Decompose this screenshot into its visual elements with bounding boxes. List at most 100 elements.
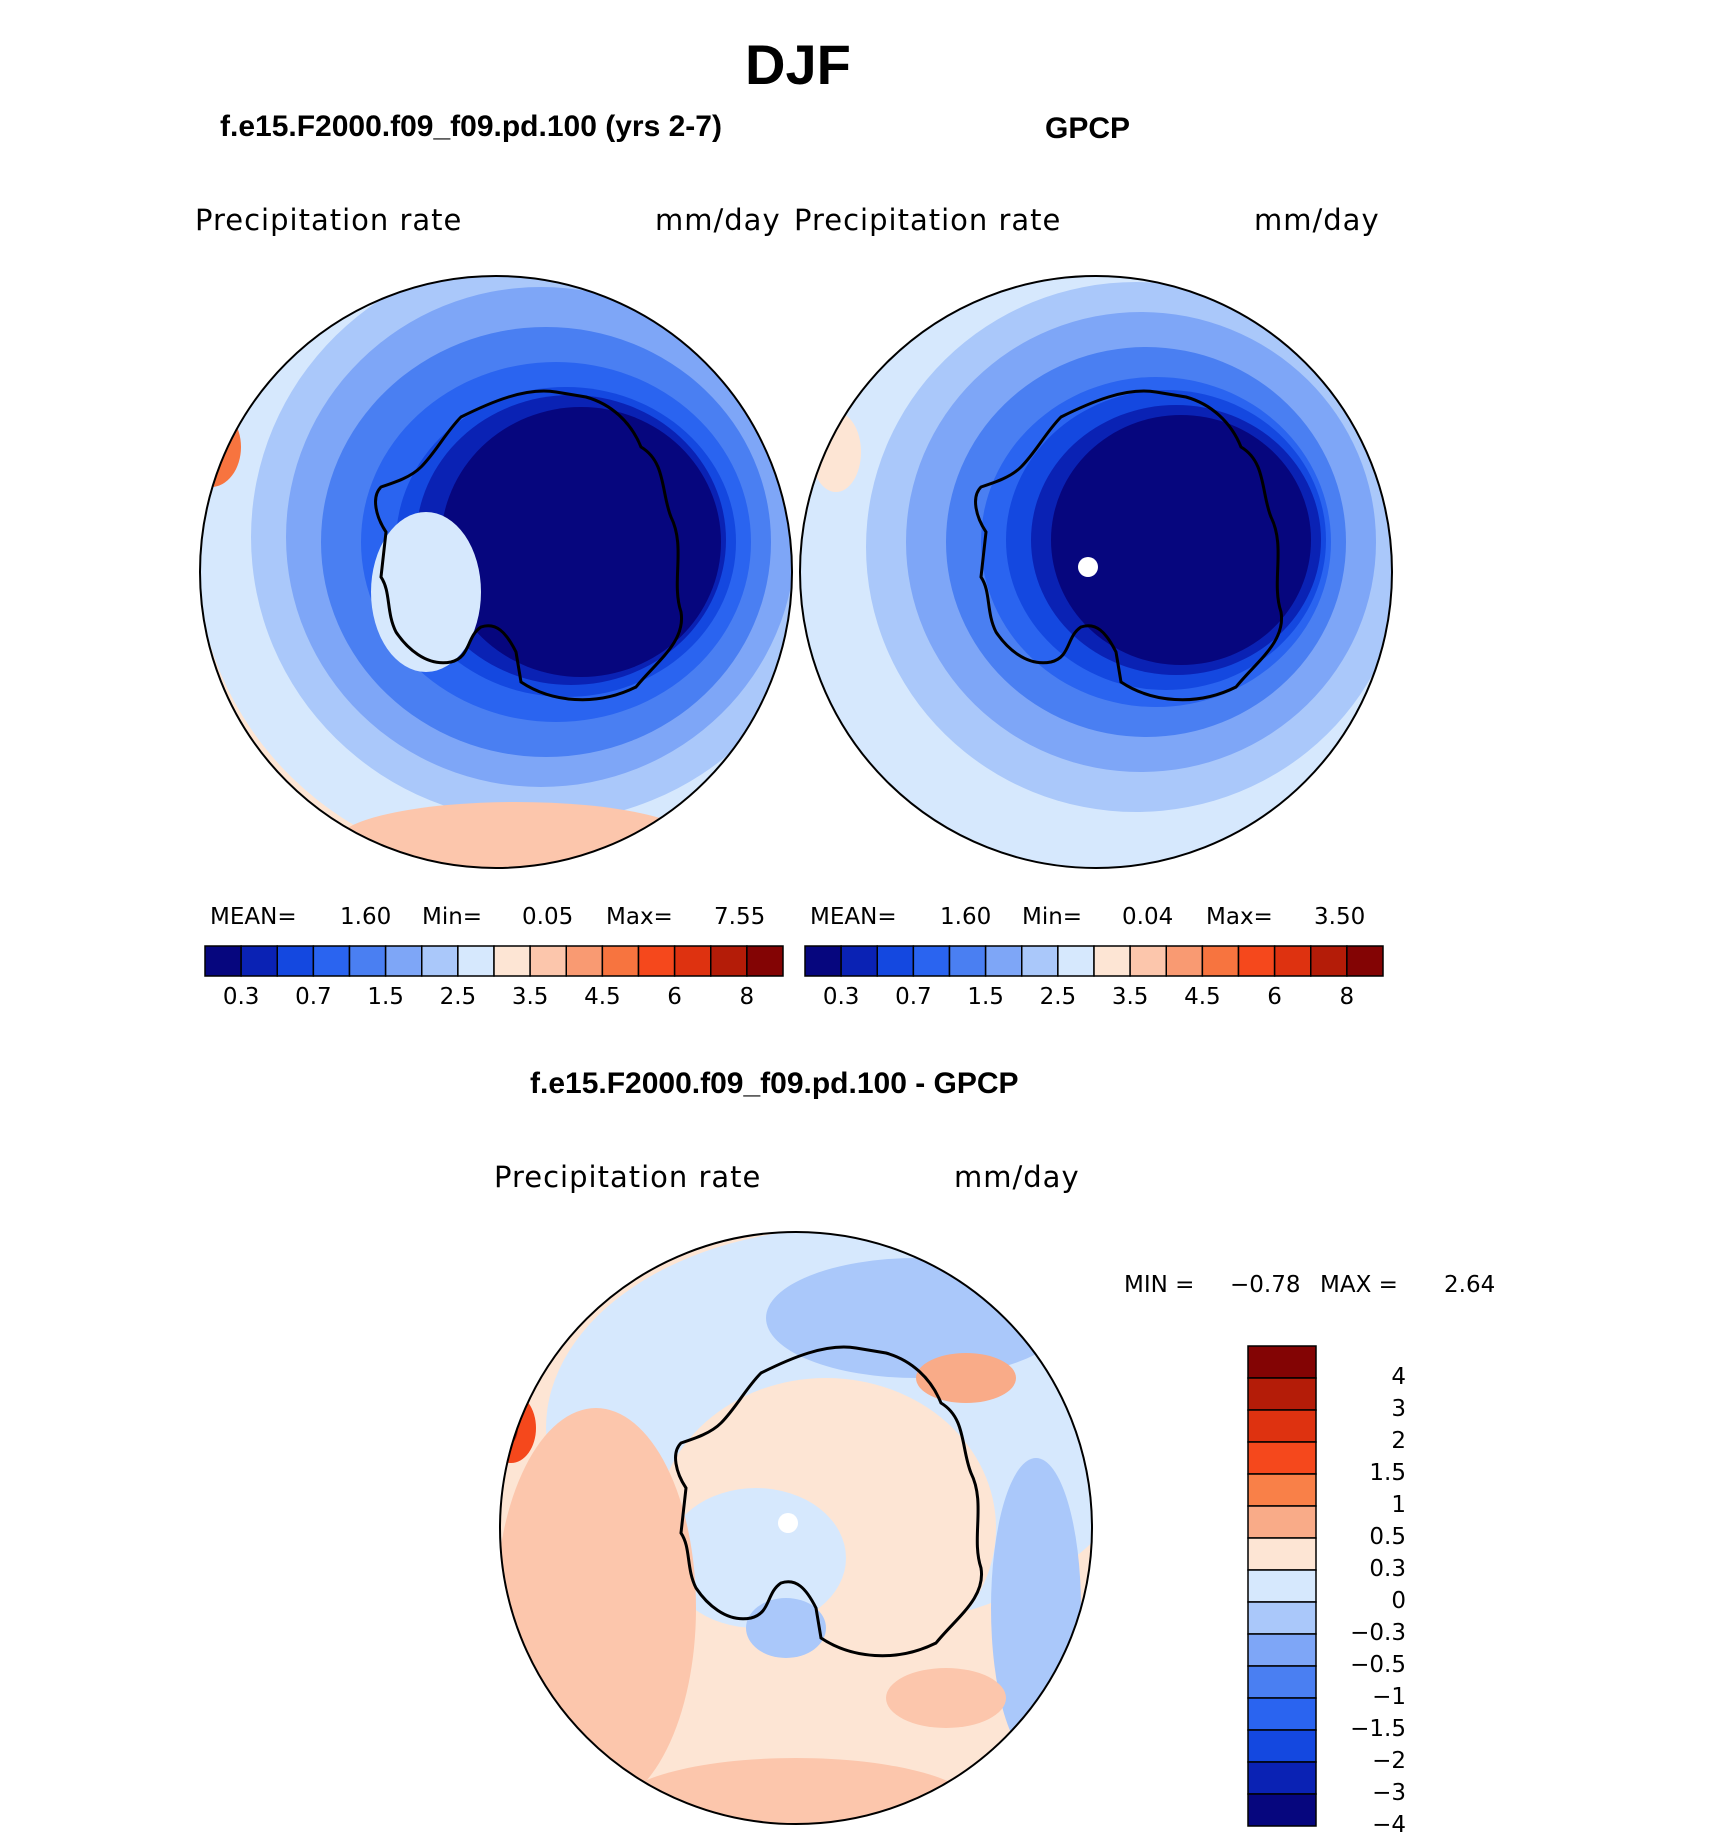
panel-3-min-value: −0.78 — [1230, 1272, 1301, 1298]
colorbar-swatch — [1247, 1537, 1317, 1571]
panel-3-colorbar — [1247, 1345, 1317, 1827]
colorbar-tick-label: 2.5 — [1039, 984, 1077, 1010]
colorbar-swatch — [1201, 945, 1240, 977]
panel-3-max: MAX = — [1320, 1272, 1398, 1298]
colorbar-tick-label: −3 — [1372, 1780, 1406, 1806]
colorbar-tick-label: 2.5 — [439, 984, 477, 1010]
colorbar-tick-label: 0.7 — [895, 984, 932, 1010]
panel-1-min: Min= — [422, 904, 483, 930]
colorbar-swatch — [493, 945, 531, 977]
panel-1-colorbar-ticks: 0.3 0.7 1.5 2.5 3.5 4.5 6 8 — [205, 984, 783, 1014]
colorbar-tick-label: 1.5 — [367, 984, 404, 1010]
colorbar-swatch — [204, 945, 242, 977]
colorbar-swatch — [673, 945, 712, 977]
colorbar-swatch — [1165, 945, 1204, 977]
colorbar-swatch — [804, 945, 842, 977]
colorbar-tick-label: 4.5 — [1184, 984, 1221, 1010]
panel-2-units-label: mm/day — [1254, 203, 1380, 237]
colorbar-swatch — [912, 945, 951, 977]
panel-2-max: Max= — [1206, 904, 1273, 930]
colorbar-swatch — [601, 945, 640, 977]
colorbar-tick-label: 0.3 — [1369, 1556, 1406, 1582]
colorbar-swatch — [529, 945, 567, 977]
colorbar-tick-label: 4 — [1391, 1364, 1406, 1390]
colorbar-swatch — [1129, 945, 1167, 977]
colorbar-swatch — [421, 945, 459, 977]
colorbar-swatch — [1247, 1697, 1317, 1731]
panel-3-max-value: 2.64 — [1444, 1272, 1496, 1298]
panel-1-map — [199, 275, 793, 869]
figure-title: DJF — [745, 33, 851, 96]
colorbar-tick-label: −0.5 — [1350, 1652, 1406, 1678]
colorbar-swatch — [565, 945, 604, 977]
colorbar-swatch — [457, 945, 495, 977]
panel-3-title: f.e15.F2000.f09_f09.pd.100 - GPCP — [530, 1067, 1019, 1100]
colorbar-tick-label: 1.5 — [1369, 1460, 1406, 1486]
panel-1-max: Max= — [606, 904, 673, 930]
colorbar-swatch — [1247, 1729, 1317, 1763]
colorbar-tick-label: 0.5 — [1369, 1524, 1406, 1550]
colorbar-tick-label: 0.7 — [295, 984, 332, 1010]
colorbar-swatch — [1237, 945, 1276, 977]
panel-3-map — [499, 1231, 1093, 1825]
colorbar-swatch — [1247, 1633, 1317, 1667]
panel-2-title: GPCP — [1045, 112, 1131, 145]
colorbar-swatch — [746, 945, 784, 977]
colorbar-tick-label: 1.5 — [967, 984, 1004, 1010]
colorbar-swatch — [1273, 945, 1312, 977]
colorbar-swatch — [984, 945, 1023, 977]
colorbar-swatch — [1247, 1601, 1317, 1635]
colorbar-swatch — [1247, 1569, 1317, 1603]
colorbar-swatch — [1021, 945, 1059, 977]
panel-1-max-value: 7.55 — [714, 904, 766, 930]
panel-2-variable-label: Precipitation rate — [794, 203, 1062, 237]
colorbar-swatch — [384, 945, 423, 977]
colorbar-swatch — [1247, 1441, 1317, 1475]
colorbar-swatch — [1247, 1473, 1317, 1507]
colorbar-tick-label: 1 — [1391, 1492, 1406, 1518]
colorbar-tick-label: 0.3 — [822, 984, 860, 1010]
panel-1-colorbar — [204, 945, 784, 977]
colorbar-tick-label: −2 — [1372, 1748, 1406, 1774]
panel-2-colorbar — [804, 945, 1384, 977]
colorbar-swatch — [1247, 1345, 1317, 1379]
panel-2-mean-value: 1.60 — [940, 904, 992, 930]
panel-1-min-value: 0.05 — [522, 904, 574, 930]
panel-3-units-label: mm/day — [954, 1160, 1080, 1194]
colorbar-swatch — [876, 945, 915, 977]
colorbar-tick-label: −0.3 — [1350, 1620, 1406, 1646]
panel-2-min: Min= — [1022, 904, 1083, 930]
colorbar-tick-label: 4.5 — [584, 984, 621, 1010]
panel-2-max-value: 3.50 — [1314, 904, 1366, 930]
colorbar-swatch — [240, 945, 278, 977]
colorbar-swatch — [1247, 1409, 1317, 1443]
colorbar-swatch — [637, 945, 676, 977]
colorbar-tick-label: −1 — [1372, 1684, 1406, 1710]
colorbar-swatch — [1247, 1377, 1317, 1411]
colorbar-tick-label: 0 — [1391, 1588, 1406, 1614]
colorbar-tick-label: 6 — [1267, 984, 1282, 1010]
colorbar-swatch — [840, 945, 878, 977]
colorbar-tick-label: 3.5 — [1111, 984, 1149, 1010]
panel-2-colorbar-ticks: 0.3 0.7 1.5 2.5 3.5 4.5 6 8 — [805, 984, 1383, 1014]
panel-2-map — [799, 275, 1393, 869]
colorbar-tick-label: 6 — [667, 984, 682, 1010]
colorbar-swatch — [1310, 945, 1348, 977]
colorbar-swatch — [1247, 1665, 1317, 1699]
colorbar-swatch — [1057, 945, 1095, 977]
colorbar-swatch — [348, 945, 387, 977]
panel-1-mean: MEAN= — [210, 904, 297, 930]
panel-1-mean-value: 1.60 — [340, 904, 392, 930]
panel-2-mean: MEAN= — [810, 904, 897, 930]
panel-1-title: f.e15.F2000.f09_f09.pd.100 (yrs 2-7) — [220, 110, 722, 143]
colorbar-swatch — [312, 945, 351, 977]
panel-1-variable-label: Precipitation rate — [195, 203, 463, 237]
colorbar-swatch — [1247, 1761, 1317, 1795]
colorbar-tick-label: 2 — [1391, 1428, 1406, 1454]
colorbar-swatch — [1346, 945, 1384, 977]
panel-1-units-label: mm/day — [655, 203, 781, 237]
colorbar-swatch — [1093, 945, 1131, 977]
panel-3-colorbar-ticks: 4 3 2 1.5 1 0.5 0.3 0 −0.3 −0.5 −1 −1.5 −2 −3 −4 — [1326, 1346, 1446, 1838]
colorbar-swatch — [1247, 1505, 1317, 1539]
panel-3-variable-label: Precipitation rate — [494, 1160, 762, 1194]
